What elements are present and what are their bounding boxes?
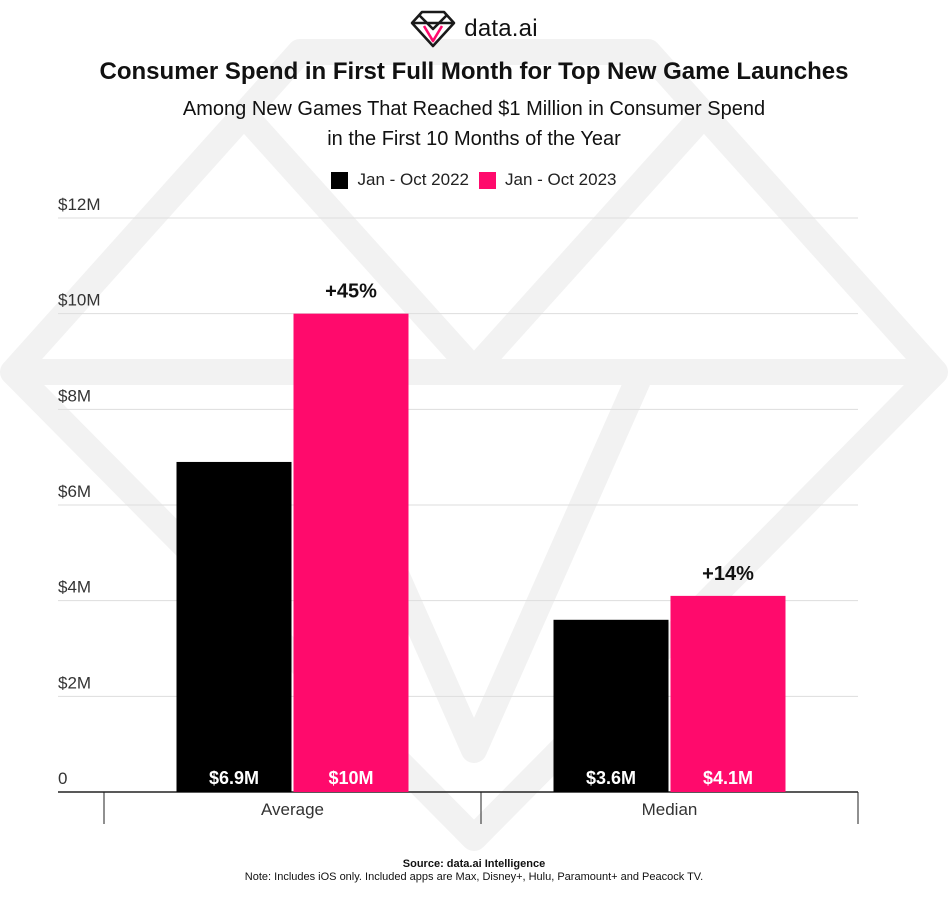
bar bbox=[553, 619, 669, 792]
y-tick-label: 0 bbox=[58, 769, 67, 788]
legend-swatch-2022 bbox=[331, 171, 349, 189]
legend-label-2023: Jan - Oct 2023 bbox=[505, 170, 617, 189]
diamond-icon bbox=[410, 10, 456, 48]
x-category-label: Average bbox=[261, 800, 324, 819]
bar-value-label: $6.9M bbox=[209, 768, 259, 788]
y-tick-label: $12M bbox=[58, 195, 101, 214]
chart-footer: Source: data.ai Intelligence Note: Inclu… bbox=[0, 858, 948, 884]
bar bbox=[293, 313, 409, 792]
y-tick-label: $2M bbox=[58, 673, 91, 692]
source-note: Source: data.ai Intelligence bbox=[402, 858, 546, 870]
bar-value-label: $4.1M bbox=[703, 768, 753, 788]
y-tick-label: $6M bbox=[58, 482, 91, 501]
bar-value-label: $3.6M bbox=[586, 768, 636, 788]
disclaimer-note: Note: Includes iOS only. Included apps a… bbox=[244, 871, 704, 883]
legend-item-2022: Jan - Oct 2022 bbox=[331, 170, 469, 190]
chart-title: Consumer Spend in First Full Month for T… bbox=[99, 58, 849, 85]
y-tick-label: $10M bbox=[58, 291, 101, 310]
growth-annotation: +45% bbox=[325, 281, 377, 303]
y-tick-label: $8M bbox=[58, 386, 91, 405]
chart-legend: Jan - Oct 2022 Jan - Oct 2023 bbox=[0, 170, 948, 190]
x-category-label: Median bbox=[642, 800, 698, 819]
legend-label-2022: Jan - Oct 2022 bbox=[357, 170, 469, 189]
growth-annotation: +14% bbox=[702, 563, 754, 585]
chart-subtitle: Among New Games That Reached $1 Million … bbox=[182, 98, 766, 150]
brand-logo: data.ai bbox=[0, 10, 948, 48]
brand-name: data.ai bbox=[464, 15, 538, 42]
legend-item-2023: Jan - Oct 2023 bbox=[479, 170, 617, 190]
y-tick-label: $4M bbox=[58, 578, 91, 597]
bar-value-label: $10M bbox=[328, 768, 373, 788]
bar bbox=[176, 461, 292, 792]
bar bbox=[670, 595, 786, 792]
legend-swatch-2023 bbox=[479, 171, 496, 189]
